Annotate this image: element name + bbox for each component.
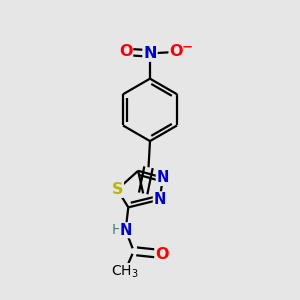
Text: N: N [157,170,169,185]
Text: CH$_3$: CH$_3$ [111,264,139,280]
Text: O: O [155,247,169,262]
Text: N: N [154,192,166,207]
Text: O: O [119,44,132,59]
Text: −: − [182,40,193,53]
Text: N: N [143,46,157,61]
Text: S: S [112,182,123,197]
Text: O: O [169,44,183,59]
Text: H: H [112,223,122,237]
Text: N: N [119,223,132,238]
